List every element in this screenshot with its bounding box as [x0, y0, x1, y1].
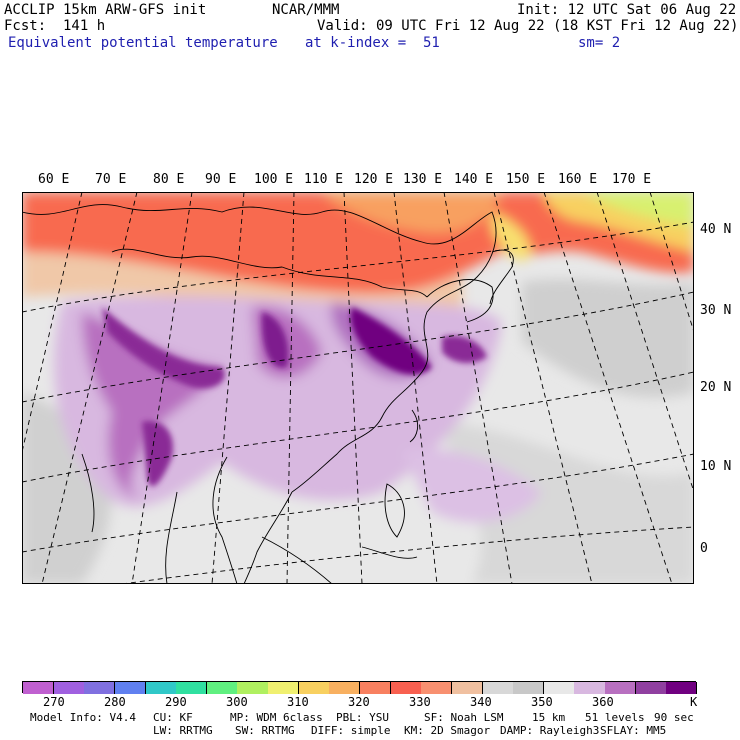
colorbar-swatch	[421, 682, 453, 694]
footer-item: 15 km	[532, 711, 566, 724]
lon-label: 80 E	[153, 172, 185, 187]
colorbar-swatch	[268, 682, 300, 694]
lon-label: 160 E	[558, 172, 598, 187]
colorbar-swatch	[635, 682, 667, 694]
colorbar-swatch	[84, 682, 116, 694]
footer-item: Model Info: V4.4	[30, 711, 136, 724]
colorbar-swatch	[114, 682, 147, 694]
lon-label: 90 E	[205, 172, 237, 187]
colorbar-swatch	[513, 682, 545, 694]
colorbar-label: 310	[287, 695, 309, 709]
lon-label: 100 E	[254, 172, 294, 187]
colorbar-swatch	[23, 682, 55, 694]
lon-label: 140 E	[454, 172, 494, 187]
colorbar-swatch	[574, 682, 606, 694]
lat-label: 30 N	[700, 303, 732, 318]
field-name: Equivalent potential temperature	[8, 35, 278, 51]
org-label: NCAR/MMM	[272, 2, 340, 18]
theta-e-map	[22, 192, 694, 584]
colorbar-swatch	[206, 682, 238, 694]
colorbar-swatch	[145, 682, 177, 694]
lat-label: 0	[700, 541, 708, 556]
valid-time: Valid: 09 UTC Fri 12 Aug 22 (18 KST Fri …	[317, 18, 739, 34]
colorbar-swatch	[298, 682, 330, 694]
footer-item: DIFF: simple	[311, 724, 391, 737]
colorbar-swatch	[329, 682, 361, 694]
footer-item: 51 levels	[585, 711, 645, 724]
lon-label: 120 E	[354, 172, 394, 187]
colorbar-label: 270	[43, 695, 65, 709]
lon-label: 70 E	[95, 172, 127, 187]
forecast-hour: Fcst: 141 h	[4, 18, 106, 34]
colorbar-label: 330	[409, 695, 431, 709]
colorbar-label: 350	[531, 695, 553, 709]
colorbar-swatch	[543, 682, 575, 694]
colorbar-swatch	[605, 682, 637, 694]
init-time: Init: 12 UTC Sat 06 Aug 22	[517, 2, 737, 18]
colorbar-swatch	[360, 682, 392, 694]
colorbar-unit: K	[690, 695, 698, 709]
colorbar-label: 360	[592, 695, 614, 709]
lon-label: 130 E	[403, 172, 443, 187]
colorbar-swatch	[390, 682, 422, 694]
colorbar-swatch	[482, 682, 514, 694]
colorbar-swatch	[237, 682, 269, 694]
footer-item: LW: RRTMG	[153, 724, 213, 737]
level-label: at k-index = 51	[305, 35, 440, 51]
footer-item: DAMP: Rayleigh3	[500, 724, 600, 737]
lon-label: 110 E	[304, 172, 344, 187]
lat-label: 40 N	[700, 222, 732, 237]
colorbar-label: 290	[165, 695, 187, 709]
smoothing-label: sm= 2	[578, 35, 621, 51]
footer-item: SF: Noah LSM	[424, 711, 504, 724]
footer-item: SW: RRTMG	[235, 724, 295, 737]
footer-item: SFLAY: MM5	[600, 724, 667, 737]
lon-label: 150 E	[506, 172, 546, 187]
colorbar-label: 280	[104, 695, 126, 709]
colorbar-swatch	[53, 682, 85, 694]
lon-label: 60 E	[38, 172, 70, 187]
colorbar-label: 340	[470, 695, 492, 709]
lon-label: 170 E	[612, 172, 652, 187]
footer-item: CU: KF	[153, 711, 193, 724]
colorbar-swatch	[666, 682, 698, 694]
model-title: ACCLIP 15km ARW-GFS init	[4, 2, 207, 18]
lat-label: 20 N	[700, 380, 732, 395]
colorbar-label: 300	[226, 695, 248, 709]
colorbar-swatch	[451, 682, 484, 694]
footer-item: MP: WDM 6class	[230, 711, 323, 724]
footer-item: PBL: YSU	[336, 711, 389, 724]
colorbar-swatch	[176, 682, 208, 694]
footer-item: 90 sec	[654, 711, 694, 724]
footer-item: KM: 2D Smagor	[404, 724, 491, 737]
colorbar-label: 320	[348, 695, 370, 709]
colorbar	[22, 681, 698, 694]
lat-label: 10 N	[700, 459, 732, 474]
